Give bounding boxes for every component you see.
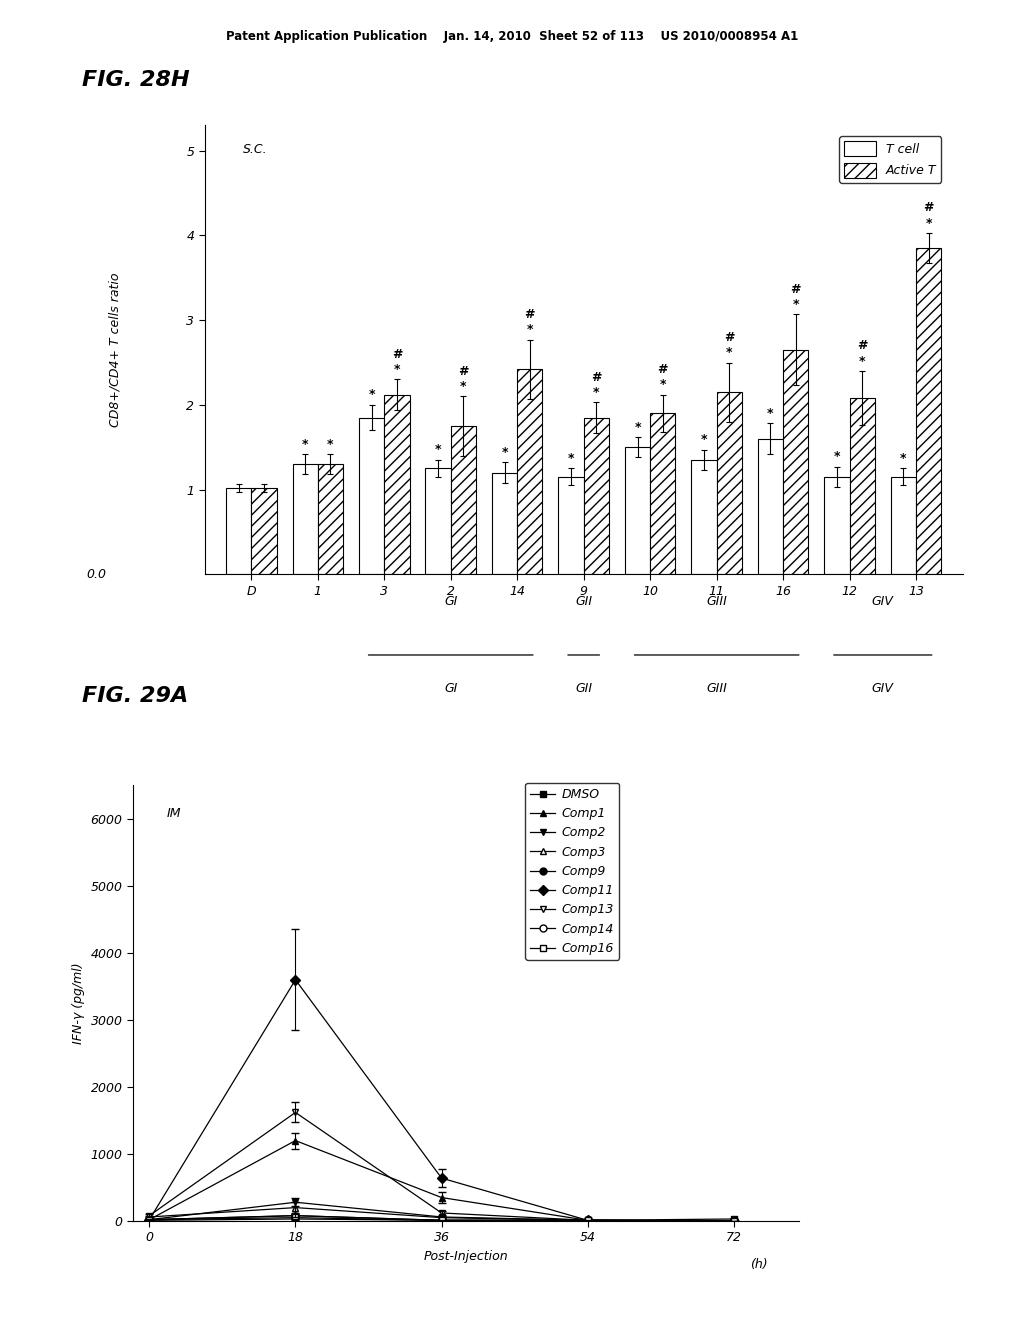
Text: GIII: GIII [707, 682, 727, 694]
Bar [251, 488, 276, 574]
Text: #: # [524, 308, 536, 321]
Text: *: * [634, 421, 641, 434]
Text: *: * [435, 444, 441, 457]
Text: *: * [502, 446, 508, 459]
Bar [717, 392, 741, 574]
Text: *: * [369, 388, 375, 401]
Text: #: # [391, 347, 402, 360]
Bar [691, 459, 717, 574]
Bar [850, 399, 874, 574]
Bar [426, 469, 451, 574]
Text: GII: GII [575, 595, 592, 609]
Legend: DMSO, Comp1, Comp2, Comp3, Comp9, Comp11, Comp13, Comp14, Comp16: DMSO, Comp1, Comp2, Comp3, Comp9, Comp11… [525, 783, 620, 960]
Y-axis label: CD8+/CD4+ T cells ratio: CD8+/CD4+ T cells ratio [109, 272, 122, 428]
Text: #: # [791, 282, 801, 296]
Text: *: * [834, 450, 840, 463]
Text: GIV: GIV [871, 682, 894, 694]
Text: FIG. 29A: FIG. 29A [82, 686, 188, 706]
Text: *: * [859, 355, 865, 367]
Bar [293, 465, 317, 574]
Text: GIII: GIII [707, 595, 727, 609]
Legend: T cell, Active T: T cell, Active T [840, 136, 941, 183]
Text: *: * [567, 451, 574, 465]
Text: 0.0: 0.0 [86, 568, 106, 581]
Bar [517, 370, 543, 574]
X-axis label: Post-Injection: Post-Injection [424, 1250, 508, 1263]
Y-axis label: IFN-γ (pg/ml): IFN-γ (pg/ml) [72, 962, 85, 1044]
Text: GII: GII [575, 682, 592, 694]
Bar [226, 488, 251, 574]
Bar [492, 473, 517, 574]
Text: GIV: GIV [871, 595, 894, 609]
Text: Patent Application Publication    Jan. 14, 2010  Sheet 52 of 113    US 2010/0008: Patent Application Publication Jan. 14, … [226, 30, 798, 44]
Text: *: * [767, 407, 774, 420]
Text: (h): (h) [750, 1258, 768, 1271]
Text: #: # [657, 363, 668, 376]
Bar [384, 395, 410, 574]
Text: #: # [724, 331, 734, 345]
Text: FIG. 28H: FIG. 28H [82, 70, 189, 90]
Bar [891, 477, 916, 574]
Text: *: * [900, 451, 906, 465]
Text: *: * [926, 216, 932, 230]
Bar [584, 417, 609, 574]
Bar [625, 447, 650, 574]
Bar [650, 413, 676, 574]
Text: *: * [393, 363, 400, 376]
Text: *: * [659, 379, 666, 391]
Text: *: * [726, 346, 732, 359]
Text: *: * [526, 323, 534, 337]
Text: GI: GI [444, 682, 458, 694]
Text: *: * [700, 433, 708, 446]
Text: #: # [591, 371, 601, 384]
Text: S.C.: S.C. [243, 144, 267, 156]
Text: #: # [857, 339, 867, 352]
Bar [758, 438, 783, 574]
Text: GI: GI [444, 595, 458, 609]
Text: #: # [458, 364, 469, 378]
Bar [824, 477, 850, 574]
Bar [317, 465, 343, 574]
Text: *: * [793, 298, 799, 310]
Bar [916, 248, 941, 574]
Bar [558, 477, 584, 574]
Text: *: * [460, 380, 467, 393]
Text: #: # [924, 202, 934, 214]
Bar [783, 350, 808, 574]
Text: *: * [328, 437, 334, 450]
Text: *: * [593, 385, 600, 399]
Bar [451, 426, 476, 574]
Text: IM: IM [166, 808, 181, 820]
Text: *: * [302, 437, 308, 450]
Bar [359, 417, 384, 574]
